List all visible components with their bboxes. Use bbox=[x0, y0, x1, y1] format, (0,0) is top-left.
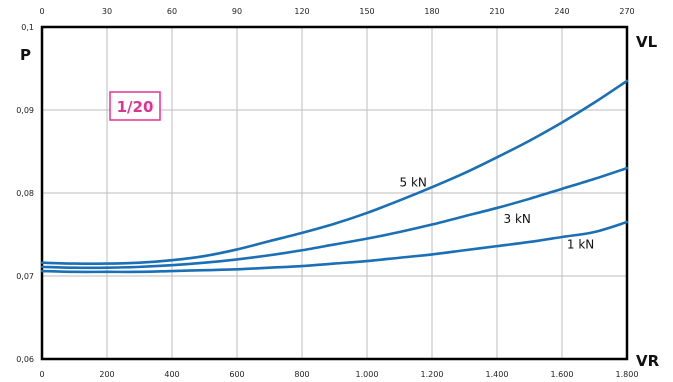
tick-layer: 0 200 400 600 800 1.000 1.200 1.400 1.600 1.800 0 3… bbox=[16, 7, 638, 379]
x-tick-label: 1.600 bbox=[551, 370, 574, 379]
x2-tick-label: 120 bbox=[294, 7, 309, 16]
x-tick-label: 1.000 bbox=[356, 370, 379, 379]
x2-tick-label: 30 bbox=[102, 7, 112, 16]
series-line-5-kn bbox=[40, 79, 629, 265]
series-line-3-kn bbox=[40, 166, 629, 270]
x2-tick-label: 210 bbox=[489, 7, 504, 16]
x-tick-label: 800 bbox=[294, 370, 309, 379]
series-label: 5 kN bbox=[400, 175, 427, 189]
y-tick-label: 0,1 bbox=[21, 23, 34, 32]
series-label: 1 kN bbox=[567, 238, 594, 252]
y-tick-label: 0,07 bbox=[16, 272, 34, 281]
x-tick-label: 1.200 bbox=[421, 370, 444, 379]
x2-tick-label: 180 bbox=[424, 7, 439, 16]
x-tick-label: 200 bbox=[99, 370, 114, 379]
x2-tick-label: 270 bbox=[619, 7, 634, 16]
plot-frame bbox=[40, 25, 629, 361]
x2-tick-label: 90 bbox=[232, 7, 242, 16]
y-tick-label: 0,06 bbox=[16, 355, 34, 364]
x2-tick-label: 240 bbox=[554, 7, 569, 16]
x-tick-label: 1.400 bbox=[486, 370, 509, 379]
series-label: 3 kN bbox=[504, 212, 531, 226]
x-tick-label: 1.800 bbox=[616, 370, 639, 379]
series-label-layer: 5 kN 3 kN 1 kN bbox=[400, 175, 595, 251]
x2-tick-label: 0 bbox=[39, 7, 44, 16]
bottom-x-axis-label: VR bbox=[636, 352, 660, 370]
x-tick-label: 0 bbox=[39, 370, 44, 379]
series-line-1-kn bbox=[40, 220, 629, 274]
x-tick-label: 600 bbox=[229, 370, 244, 379]
x2-tick-label: 150 bbox=[359, 7, 374, 16]
x2-tick-label: 60 bbox=[167, 7, 177, 16]
ratio-badge: 1/20 bbox=[109, 91, 161, 121]
y-tick-label: 0,09 bbox=[16, 106, 34, 115]
series-layer bbox=[40, 79, 629, 274]
top-x-axis-label: VL bbox=[636, 33, 658, 51]
ratio-badge-border bbox=[109, 91, 161, 121]
y-axis-label: P bbox=[20, 46, 31, 64]
ratio-badge-text: 1/20 bbox=[117, 98, 154, 116]
x-tick-label: 400 bbox=[164, 370, 179, 379]
y-tick-label: 0,08 bbox=[16, 189, 34, 198]
